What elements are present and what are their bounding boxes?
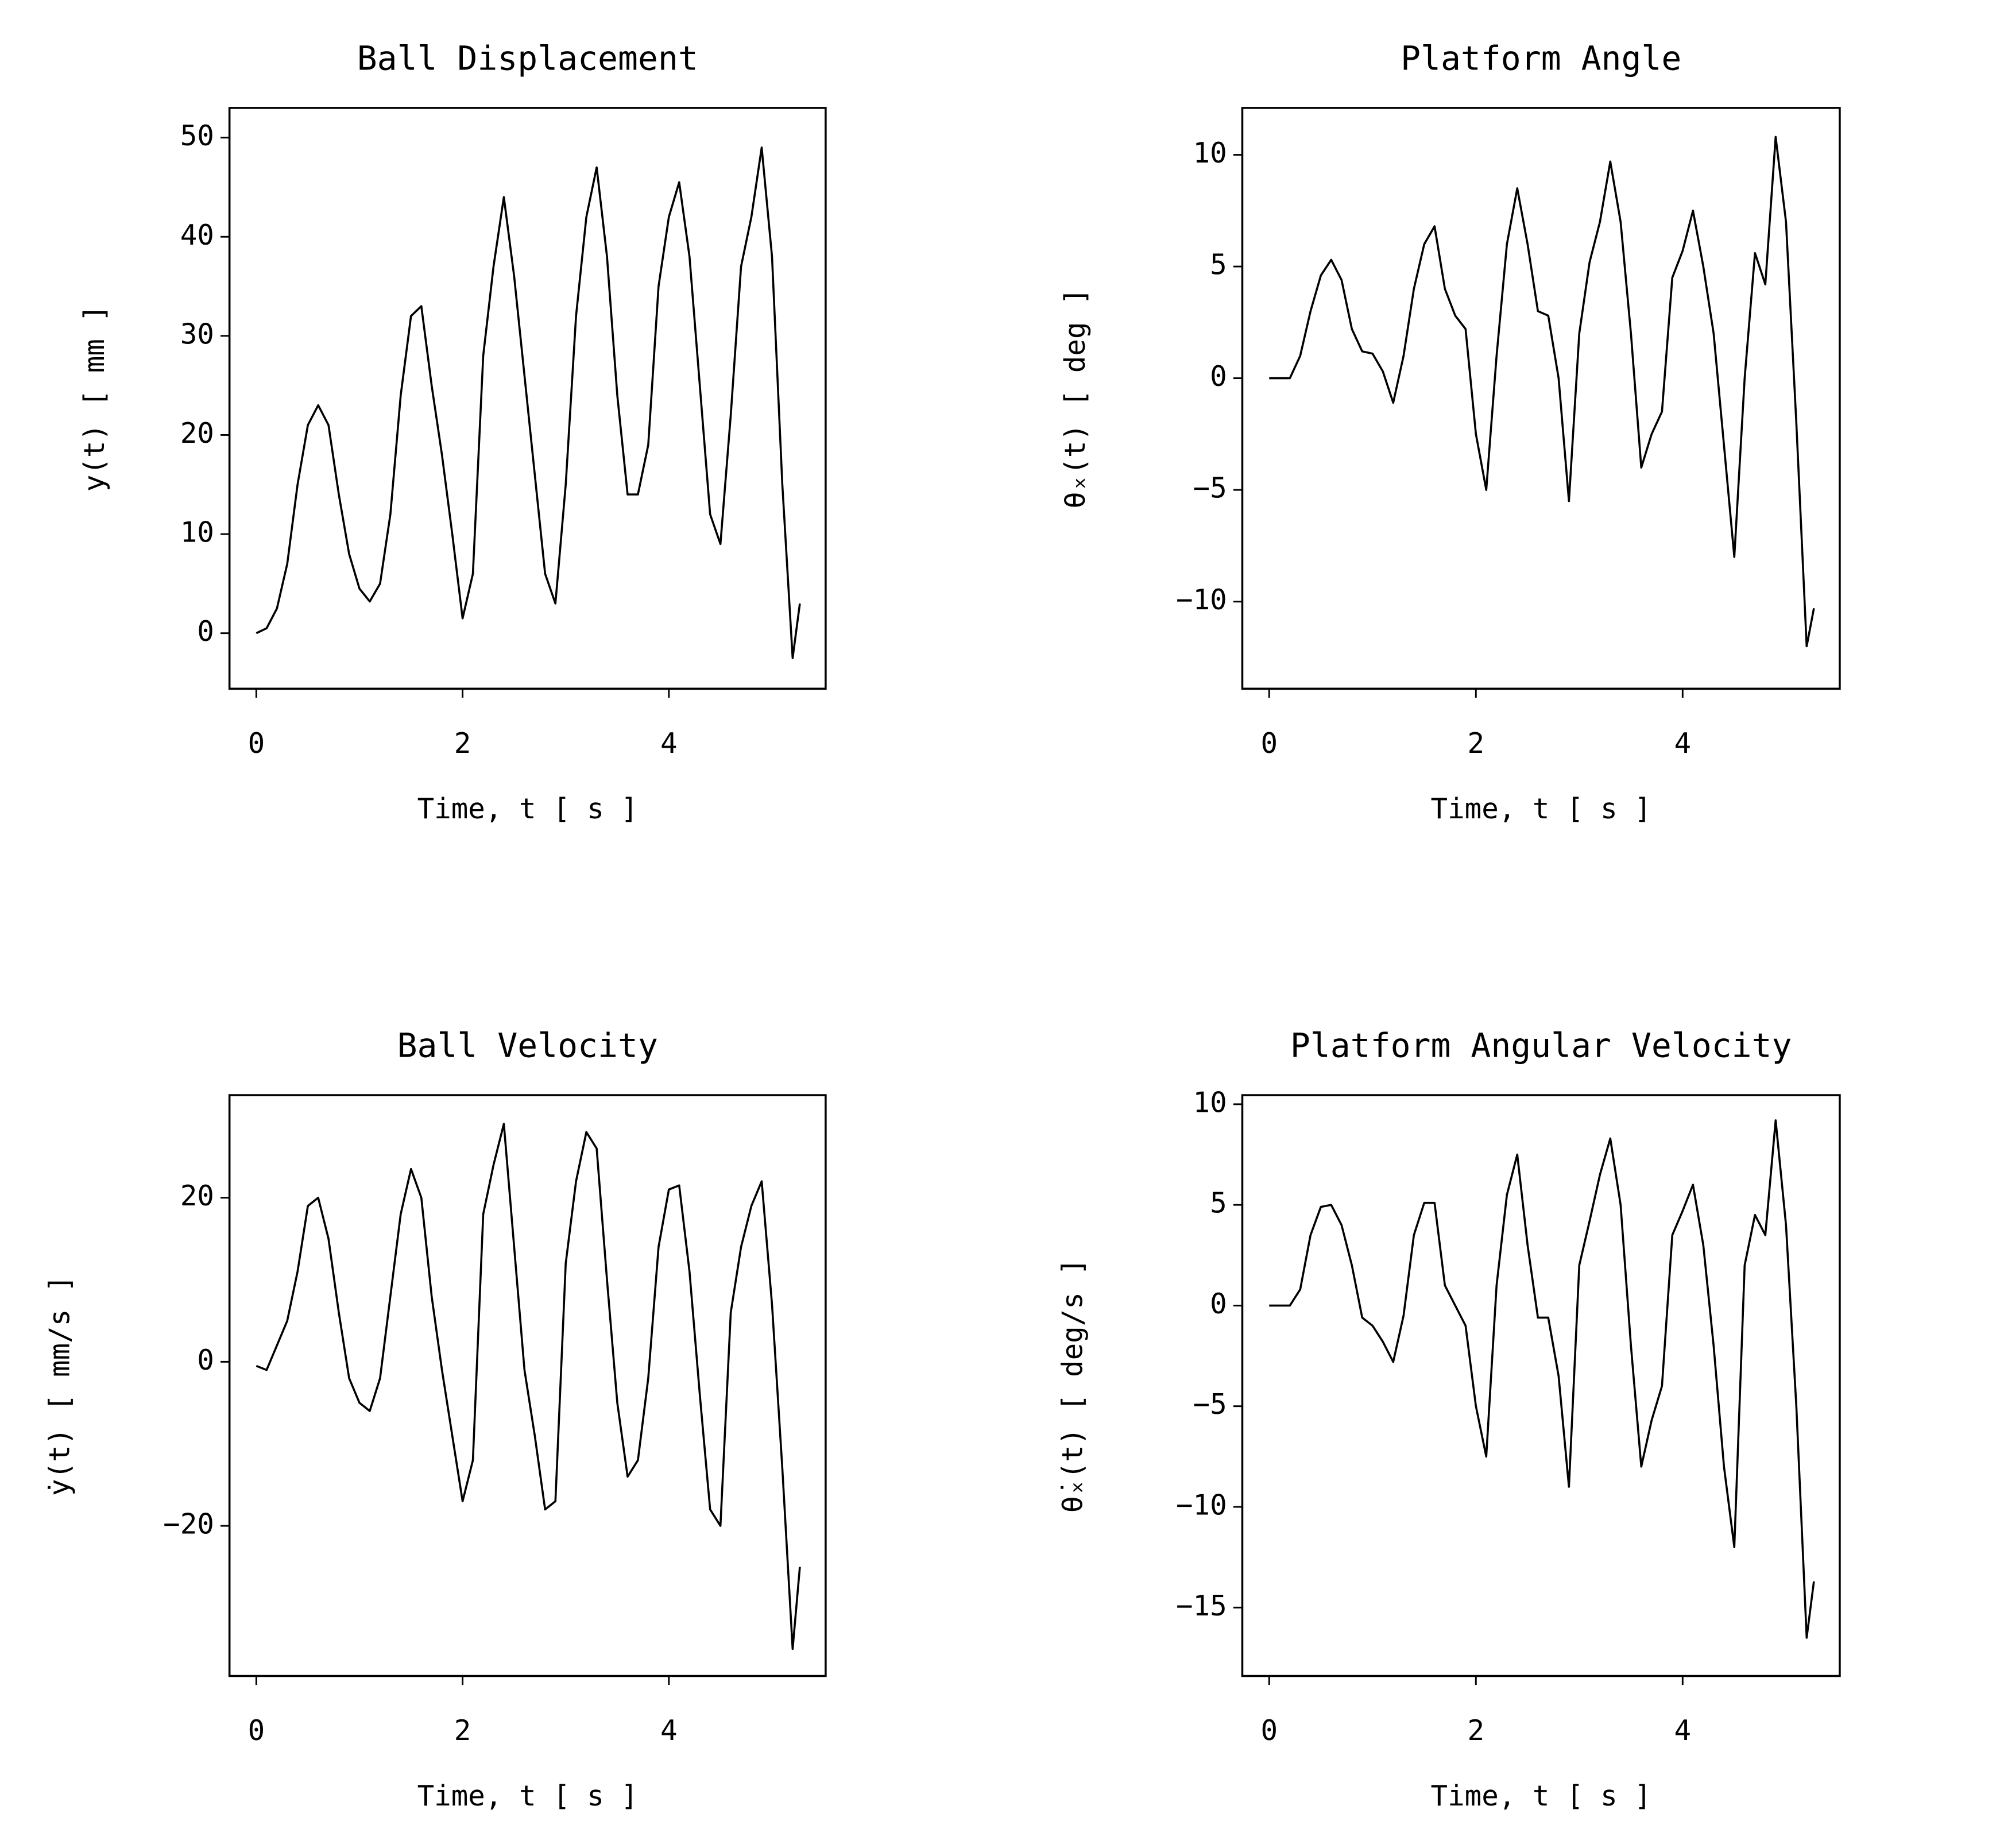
data-line: [256, 146, 801, 659]
y-tick-label: −5: [1193, 1387, 1227, 1421]
axes-frame: [228, 1094, 827, 1677]
axes-frame: [228, 107, 827, 690]
x-tick-label: 2: [1468, 1714, 1485, 1747]
chart-title: Platform Angular Velocity: [1290, 1026, 1792, 1065]
x-tick-label: 4: [1674, 726, 1692, 760]
x-tick-label: 0: [248, 726, 265, 760]
x-tick-label: 4: [660, 726, 678, 760]
x-tick-label: 2: [454, 1714, 471, 1747]
x-tick-label: 2: [454, 726, 471, 760]
y-tick-label: 0: [1210, 359, 1227, 393]
chart-title: Platform Angle: [1401, 38, 1681, 78]
y-tick-label: 10: [180, 516, 214, 549]
axes-frame: [1241, 107, 1841, 690]
data-line: [1269, 136, 1815, 648]
y-axis-label: y(t) [ mm ]: [78, 305, 111, 492]
y-axis-label: θ̇ₓ(t) [ deg/s ]: [1055, 1258, 1089, 1513]
y-tick-label: −10: [1176, 583, 1227, 616]
y-tick-label: −10: [1176, 1488, 1227, 1521]
x-tick-label: 0: [248, 1714, 265, 1747]
y-tick-label: 20: [180, 416, 214, 450]
x-axis-label: Time, t [ s ]: [417, 1779, 638, 1812]
y-tick-label: 20: [180, 1179, 214, 1212]
y-tick-label: 10: [1193, 136, 1227, 169]
x-tick-label: 0: [1260, 1714, 1278, 1747]
y-tick-label: −20: [163, 1507, 214, 1541]
y-tick-label: −5: [1193, 471, 1227, 505]
y-axis-label: θₓ(t) [ deg ]: [1058, 288, 1092, 508]
x-tick-label: 2: [1468, 726, 1485, 760]
x-axis-label: Time, t [ s ]: [1431, 792, 1651, 825]
x-axis-label: Time, t [ s ]: [1431, 1779, 1651, 1812]
data-line: [256, 1123, 801, 1650]
chart-title: Ball Velocity: [397, 1026, 658, 1065]
x-tick-label: 4: [1674, 1714, 1692, 1747]
y-tick-label: 0: [1210, 1287, 1227, 1320]
chart-title: Ball Displacement: [357, 38, 698, 78]
y-tick-label: 0: [197, 614, 214, 648]
x-tick-label: 0: [1260, 726, 1278, 760]
y-tick-label: 0: [197, 1343, 214, 1377]
y-tick-label: 5: [1210, 1186, 1227, 1220]
y-tick-label: 50: [180, 119, 214, 152]
y-axis-label: ẏ(t) [ mm/s ]: [43, 1275, 76, 1496]
y-tick-label: 30: [180, 317, 214, 350]
y-tick-label: 10: [1193, 1085, 1227, 1119]
y-tick-label: 5: [1210, 248, 1227, 281]
axes-frame: [1241, 1094, 1841, 1677]
x-tick-label: 4: [660, 1714, 678, 1747]
y-tick-label: 40: [180, 218, 214, 252]
data-line: [1269, 1119, 1815, 1639]
x-axis-label: Time, t [ s ]: [417, 792, 638, 825]
y-tick-label: −15: [1176, 1589, 1227, 1622]
